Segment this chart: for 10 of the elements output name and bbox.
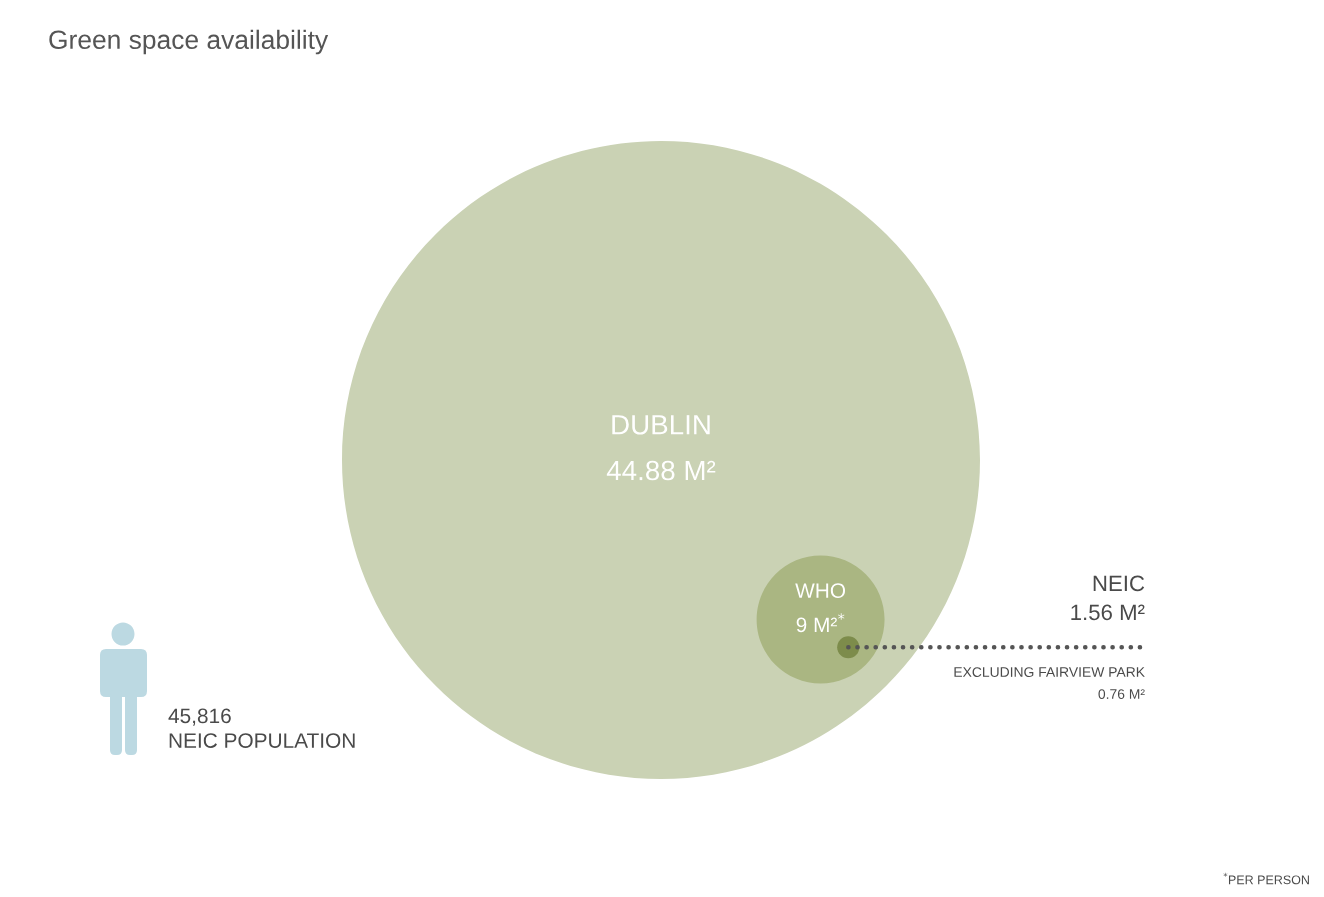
data-label: 44.88 M²: [606, 460, 716, 481]
text: $^{*}$PER PERSON: [1223, 872, 1309, 885]
category-label: DUBLIN: [612, 415, 710, 435]
text: Green space availability: [49, 29, 329, 55]
text: 45,816 NEIC POPULATION: [168, 708, 355, 748]
category-label: NEIC: [1093, 575, 1145, 592]
data-label: 9 M²$^{*}$: [796, 613, 845, 633]
text: EXCLUDING FAIRVIEW PARK 0.76 M²: [954, 667, 1145, 699]
category-label: WHO: [795, 583, 846, 598]
data-label: 1.56 M²: [1071, 604, 1145, 621]
